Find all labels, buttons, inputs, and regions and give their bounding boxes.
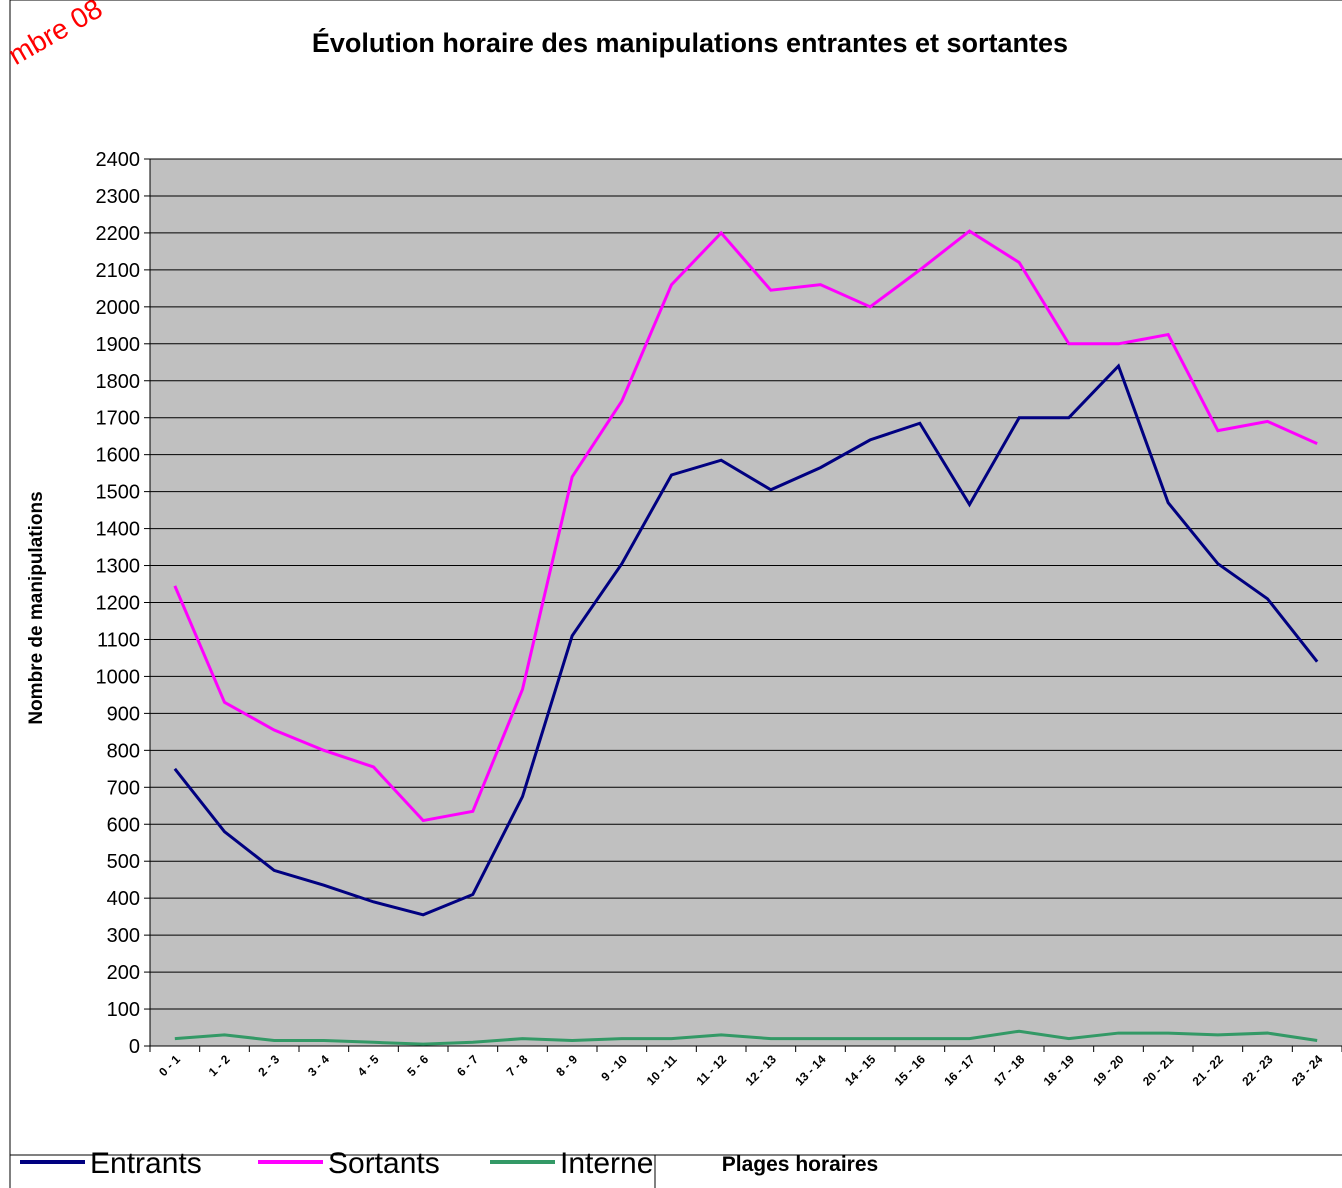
y-tick-label: 700 (107, 777, 140, 799)
legend-label: Interne (560, 1147, 653, 1180)
y-tick-label: 100 (107, 999, 140, 1021)
y-tick-label: 200 (107, 962, 140, 984)
y-tick-label: 0 (129, 1036, 140, 1058)
y-tick-label: 500 (107, 851, 140, 873)
y-tick-label: 300 (107, 925, 140, 947)
y-tick-label: 1800 (96, 371, 141, 393)
y-tick-label: 1400 (96, 519, 141, 541)
y-tick-label: 1700 (96, 408, 141, 430)
chart-title: Évolution horaire des manipulations entr… (312, 27, 1068, 58)
y-axis-label: Nombre de manipulations (26, 491, 47, 724)
y-tick-label: 1500 (96, 482, 141, 504)
y-tick-label: 1200 (96, 593, 141, 615)
y-tick-label: 2300 (96, 186, 141, 208)
y-tick-label: 1000 (96, 666, 141, 688)
legend-label: Sortants (328, 1147, 440, 1180)
y-tick-label: 600 (107, 814, 140, 836)
chart: mbre 08 Évolution horaire des manipulati… (0, 0, 1342, 1188)
y-tick-label: 400 (107, 888, 140, 910)
y-tick-label: 1900 (96, 334, 141, 356)
y-tick-label: 800 (107, 740, 140, 762)
y-tick-label: 1600 (96, 445, 141, 467)
y-tick-label: 2400 (96, 149, 141, 171)
legend-label: Entrants (90, 1147, 202, 1180)
y-tick-label: 2100 (96, 260, 141, 282)
y-tick-label: 2200 (96, 223, 141, 245)
y-tick-label: 900 (107, 703, 140, 725)
x-axis-label: Plages horaires (722, 1153, 878, 1176)
y-tick-label: 1300 (96, 556, 141, 578)
y-tick-label: 1100 (97, 629, 140, 651)
y-tick-label: 2000 (96, 297, 141, 319)
